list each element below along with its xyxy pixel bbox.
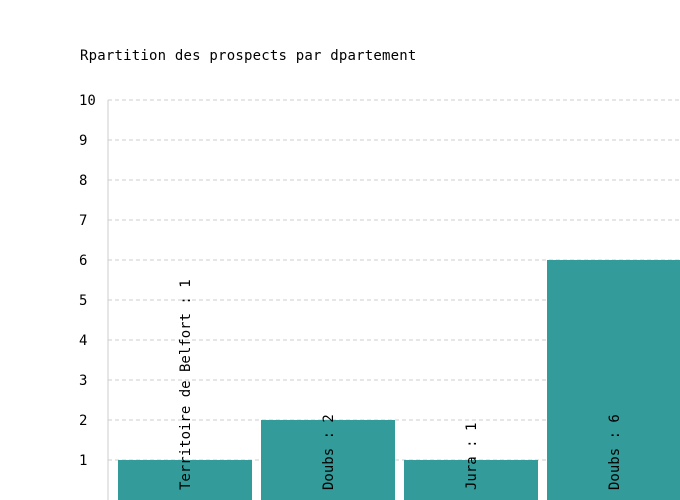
bar-data-label: Jura : 1	[464, 423, 480, 490]
y-tick-label: 9	[79, 133, 87, 149]
bars	[118, 260, 680, 500]
y-tick-label: 2	[79, 413, 87, 429]
y-tick-label: 6	[79, 253, 87, 269]
bar-data-label: Doubs : 6	[607, 414, 623, 490]
bar	[404, 460, 538, 500]
y-tick-label: 5	[79, 293, 87, 309]
bar	[547, 260, 680, 500]
bar-data-label: Doubs : 2	[321, 414, 337, 490]
bar-data-label: Territoire de Belfort : 1	[178, 279, 194, 490]
bar-labels: Territoire de Belfort : 1 Doubs : 2 Jura :…	[178, 279, 623, 490]
y-tick-label: 3	[79, 373, 87, 389]
y-tick-label: 10	[79, 93, 96, 109]
bar	[261, 420, 395, 500]
y-tick-label: 4	[79, 333, 87, 349]
bar	[118, 460, 252, 500]
y-tick-label: 7	[79, 213, 87, 229]
y-tick-label: 8	[79, 173, 87, 189]
chart-title: Rpartition des prospects par dpartement	[80, 48, 417, 64]
y-axis-ticks: 1 2 3 4 5 6 7 8 9 10	[79, 93, 96, 469]
y-tick-label: 1	[79, 453, 87, 469]
